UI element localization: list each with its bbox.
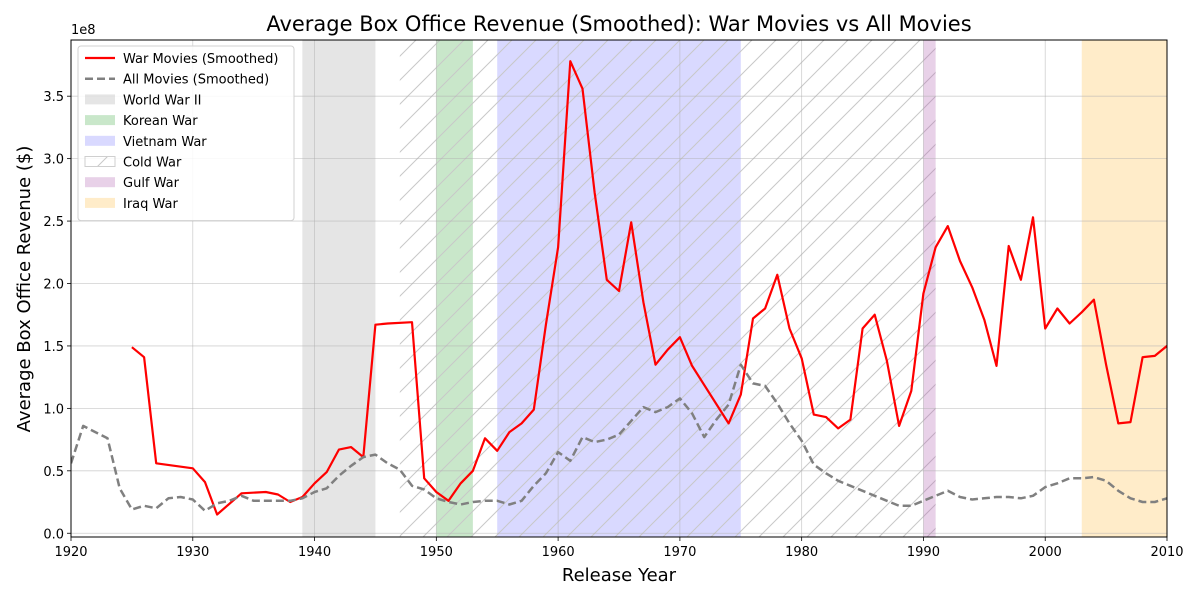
chart-title: Average Box Office Revenue (Smoothed): W… <box>266 12 971 36</box>
legend-swatch-gulf-war <box>85 177 115 188</box>
span-gulf-war <box>923 40 936 537</box>
legend-label-world-war-ii: World War II <box>123 93 202 108</box>
legend-label-war-movies-smoothed: War Movies (Smoothed) <box>123 52 278 67</box>
legend-swatch-world-war-ii <box>85 94 115 105</box>
y-axis-label: Average Box Office Revenue ($) <box>14 146 35 433</box>
x-tick-label: 1990 <box>907 545 940 560</box>
legend-label-cold-war: Cold War <box>123 156 182 171</box>
legend-label-gulf-war: Gulf War <box>123 176 180 191</box>
x-axis-label: Release Year <box>562 565 677 586</box>
y-tick-label: 3.5 <box>43 90 64 105</box>
x-tick-label: 1940 <box>298 545 331 560</box>
legend-swatch-iraq-war <box>85 197 115 208</box>
legend-label-all-movies-smoothed: All Movies (Smoothed) <box>123 73 269 88</box>
y-axis-ticks: 0.0 0.5 1.0 1.5 2.0 2.5 3.0 3.5 <box>43 90 71 542</box>
legend-label-korean-war: Korean War <box>123 114 198 129</box>
legend-label-vietnam-war: Vietnam War <box>123 135 207 150</box>
x-tick-label: 1950 <box>420 545 453 560</box>
series-line-all-movies-smoothed <box>71 363 1167 513</box>
x-axis-ticks: 1920 1930 1940 1950 1960 1970 1980 1990 2000 2010 <box>54 537 1184 560</box>
y-tick-label: 0.5 <box>43 465 64 480</box>
span-world-war-ii <box>302 40 376 537</box>
x-tick-label: 1960 <box>542 545 575 560</box>
plot-frame <box>70 39 1168 538</box>
x-tick-label: 2000 <box>1029 545 1062 560</box>
legend: War Movies (Smoothed) All Movies (Smoothe… <box>77 45 295 222</box>
legend-swatch-vietnam-war <box>85 135 115 146</box>
legend-label-iraq-war: Iraq War <box>123 197 179 212</box>
war-spans <box>302 40 1167 537</box>
y-offset-label: 1e8 <box>71 23 96 38</box>
x-tick-label: 1930 <box>176 545 209 560</box>
y-tick-label: 3.0 <box>43 153 64 168</box>
x-tick-label: 1920 <box>54 545 87 560</box>
x-tick-label: 2010 <box>1150 545 1183 560</box>
x-tick-label: 1980 <box>785 545 818 560</box>
y-tick-label: 2.0 <box>43 278 64 293</box>
span-cold-war <box>399 40 936 537</box>
y-tick-label: 0.0 <box>43 527 64 542</box>
y-tick-label: 2.5 <box>43 215 64 230</box>
legend-swatch-cold-war <box>84 156 116 167</box>
y-tick-label: 1.5 <box>43 340 64 355</box>
legend-swatch-korean-war <box>85 115 115 126</box>
y-tick-label: 1.0 <box>43 402 64 417</box>
span-iraq-war <box>1081 40 1167 537</box>
legend-box <box>77 45 295 222</box>
x-tick-label: 1970 <box>663 545 696 560</box>
series-line-war-movies-smoothed <box>131 60 1167 516</box>
series-lines <box>71 60 1167 516</box>
